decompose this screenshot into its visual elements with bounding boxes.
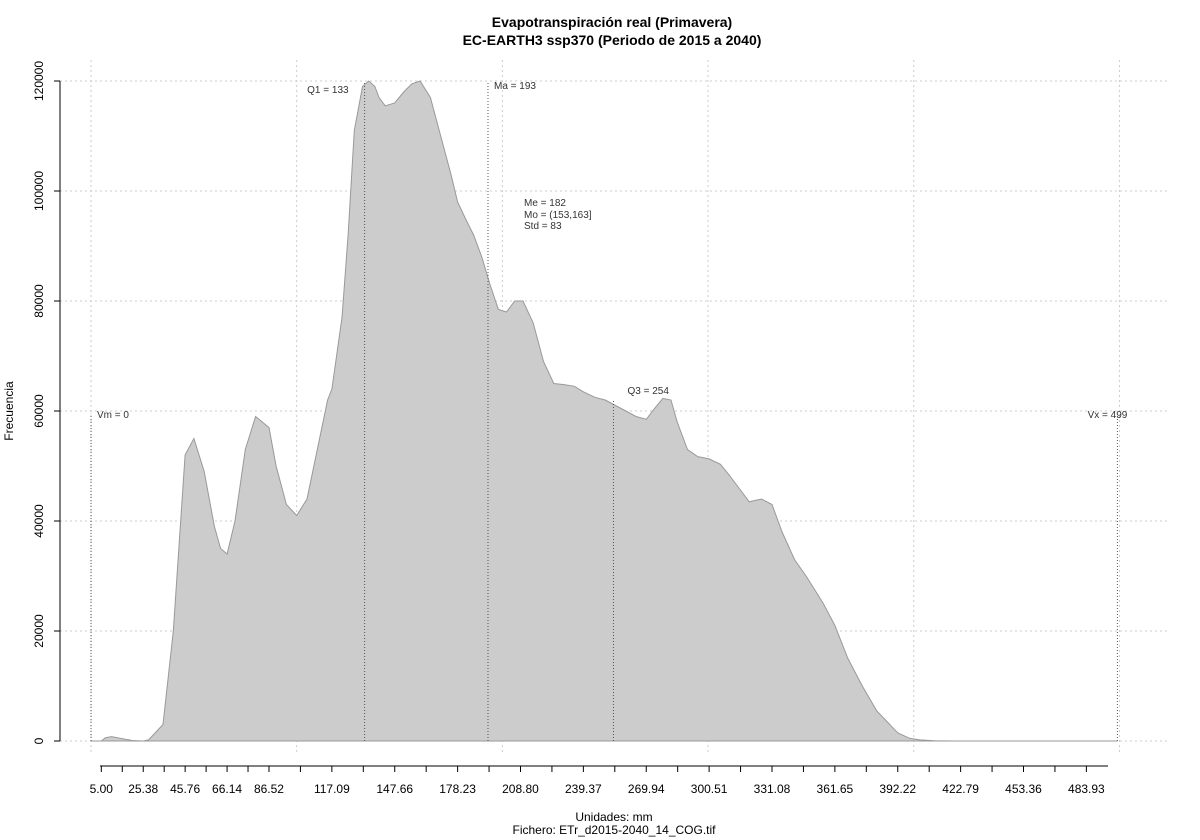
x-tick-label-2: 45.76: [170, 782, 200, 796]
x-tick-label-3: 66.14: [212, 782, 242, 796]
x-tick-label-10: 269.94: [628, 782, 665, 796]
footer-filename: Fichero: ETr_d2015-2040_14_COG.tif: [513, 823, 717, 837]
x-tick-label-6: 147.66: [376, 782, 413, 796]
y-ticks: 0 20000 40000 60000 80000 100000 120000: [32, 61, 60, 744]
stats-annotation: Me = 182 Mo = (153,163] Std = 83: [524, 198, 592, 232]
ref-label-3: Q3 = 254: [627, 386, 669, 397]
reference-lines: Vm = 0 Q1 = 133 Ma = 193 Q3 = 254 Vx = 499: [90, 81, 1128, 741]
y-tick-label-6: 120000: [32, 61, 46, 101]
stat-median: Me = 182: [524, 198, 566, 209]
x-tick-label-15: 422.79: [942, 782, 979, 796]
x-tick-label-4: 86.52: [254, 782, 284, 796]
x-tick-label-7: 178.23: [439, 782, 476, 796]
x-tick-label-16: 453.36: [1005, 782, 1042, 796]
chart-title: Evapotranspiración real (Primavera): [492, 14, 732, 30]
x-axis-label: Unidades: mm: [575, 810, 652, 824]
ref-label-0: Vm = 0: [97, 410, 129, 421]
ref-label-4: Vx = 499: [1088, 410, 1128, 421]
y-tick-label-0: 0: [32, 737, 46, 744]
x-tick-label-13: 361.65: [817, 782, 854, 796]
x-tick-label-12: 331.08: [754, 782, 791, 796]
y-tick-label-3: 60000: [32, 394, 46, 428]
ref-label-1: Q1 = 133: [307, 85, 349, 96]
x-tick-label-17: 483.93: [1068, 782, 1105, 796]
y-tick-label-2: 40000: [32, 504, 46, 538]
y-tick-label-1: 20000: [32, 614, 46, 648]
y-axis-label: Frecuencia: [2, 381, 16, 441]
x-tick-label-0: 5.00: [90, 782, 114, 796]
stat-mode: Mo = (153,163]: [524, 210, 592, 221]
x-ticks: 5.00 25.38 45.76 66.14 86.52 117.09 147.66 178.…: [90, 766, 1105, 796]
x-tick-label-1: 25.38: [128, 782, 158, 796]
chart-subtitle: EC-EARTH3 ssp370 (Periodo de 2015 a 2040…: [463, 32, 762, 48]
x-tick-label-8: 208.80: [502, 782, 539, 796]
x-tick-label-14: 392.22: [879, 782, 916, 796]
x-tick-label-5: 117.09: [314, 782, 350, 796]
ref-label-2: Ma = 193: [494, 81, 536, 92]
y-tick-label-5: 100000: [32, 171, 46, 211]
density-area: [91, 80, 1118, 742]
y-tick-label-4: 80000: [32, 284, 46, 318]
stat-std: Std = 83: [524, 221, 562, 232]
x-tick-label-9: 239.37: [565, 782, 602, 796]
x-tick-label-11: 300.51: [691, 782, 728, 796]
